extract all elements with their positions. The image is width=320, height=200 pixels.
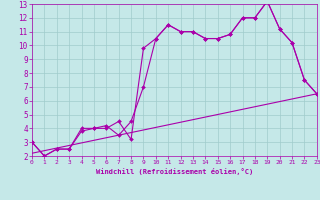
X-axis label: Windchill (Refroidissement éolien,°C): Windchill (Refroidissement éolien,°C)	[96, 168, 253, 175]
